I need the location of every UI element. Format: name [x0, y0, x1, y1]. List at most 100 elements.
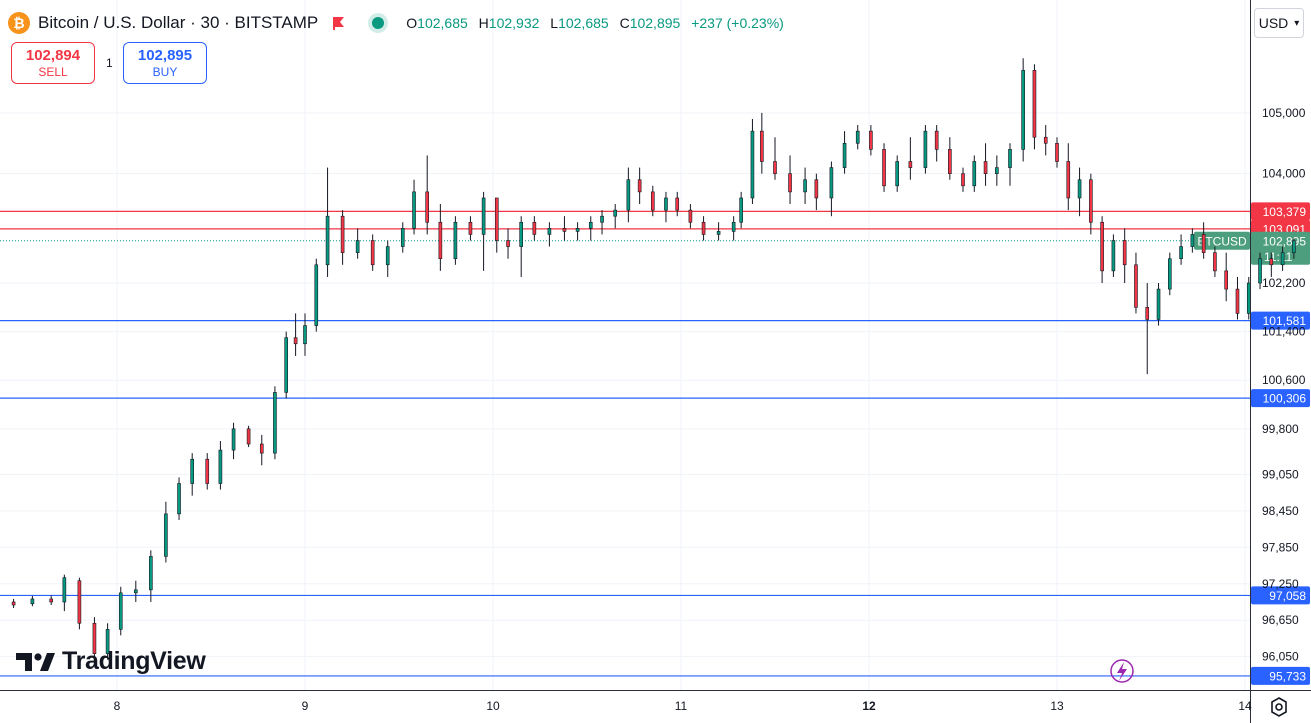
- marker-ring: [1110, 659, 1134, 683]
- candle-down: [1089, 179, 1093, 223]
- candle-up: [731, 221, 736, 232]
- candle-down: [882, 149, 886, 187]
- candle-up: [385, 246, 390, 266]
- candle-up: [547, 228, 552, 235]
- currency-label: USD: [1258, 15, 1289, 31]
- candle-up: [1292, 240, 1296, 253]
- sell-price: 102,894: [25, 47, 81, 64]
- candle-down: [1122, 240, 1127, 266]
- candle-down: [961, 173, 965, 187]
- tradingview-logo-icon: [16, 652, 55, 671]
- chart-settings-icon[interactable]: [1268, 696, 1290, 718]
- level-label-bg: [1251, 389, 1310, 408]
- y-tick-label: 99,050: [1262, 467, 1299, 481]
- candle-up: [626, 179, 631, 211]
- open-label: O: [406, 15, 418, 31]
- chart-header: ₿ Bitcoin / U.S. Dollar · 30 · BITSTAMP …: [8, 10, 791, 36]
- candle-up: [134, 589, 138, 594]
- candle-down: [1201, 234, 1206, 253]
- candle-up: [895, 161, 900, 187]
- lightning-marker-icon: [1110, 659, 1134, 683]
- candle-down: [788, 173, 792, 193]
- candle-down: [77, 580, 82, 624]
- candle-down: [934, 130, 939, 150]
- candle-up: [750, 130, 755, 199]
- level-label: 100,306: [1263, 392, 1307, 406]
- candle-up: [177, 483, 181, 515]
- candle-up: [164, 513, 168, 557]
- y-tick-label: 96,650: [1262, 613, 1299, 627]
- candle-down: [11, 601, 16, 606]
- market-open-icon: [372, 17, 385, 29]
- current-price-value: 102,895: [1263, 234, 1307, 248]
- bar-countdown: 11:11: [1264, 250, 1293, 264]
- candle-up: [412, 191, 416, 229]
- y-tick-label: 96,050: [1262, 650, 1299, 664]
- y-tick-label: 97,850: [1262, 540, 1299, 554]
- candle-down: [205, 458, 210, 484]
- currency-selector[interactable]: USD ▾: [1254, 8, 1304, 38]
- tradingview-watermark: TradingView: [16, 647, 206, 676]
- flag-icon[interactable]: [332, 16, 346, 30]
- ohlc-readout: O102,685 H102,932 L102,685 C102,895 +237…: [406, 15, 791, 31]
- candle-down: [1032, 70, 1037, 138]
- candle-down: [1235, 288, 1240, 314]
- sell-label: SELL: [38, 65, 68, 79]
- sell-button[interactable]: 102,894 SELL: [11, 42, 95, 84]
- candle-down: [562, 228, 567, 232]
- candle-down: [1145, 307, 1150, 320]
- candle-down: [701, 221, 706, 235]
- candle-up: [855, 130, 860, 144]
- candle-up: [190, 458, 194, 484]
- candle-up: [453, 221, 458, 260]
- marker-bolt: [1117, 662, 1127, 681]
- y-tick-label: 100,600: [1262, 373, 1306, 387]
- buy-price: 102,895: [137, 47, 193, 64]
- candle-down: [1224, 270, 1228, 290]
- symbol-tag-label: BTCUSD: [1197, 234, 1247, 248]
- candle-down: [1213, 252, 1217, 272]
- candle-up: [149, 556, 153, 591]
- candle-down: [1269, 258, 1274, 266]
- level-label: 97,058: [1269, 589, 1306, 603]
- candle-down: [1134, 264, 1138, 308]
- candle-up: [1168, 258, 1172, 290]
- candle-down: [1100, 221, 1104, 272]
- bitcoin-logo-icon: ₿: [8, 12, 30, 34]
- y-tick-label: 105,000: [1262, 106, 1306, 120]
- candle-up: [118, 592, 123, 630]
- x-tick-label: 11: [675, 699, 688, 713]
- candle-up: [273, 392, 277, 454]
- current-price-bg: [1251, 231, 1310, 265]
- candle-up: [314, 264, 319, 326]
- candle-up: [972, 161, 977, 187]
- candle-up: [1190, 234, 1195, 247]
- buy-button[interactable]: 102,895 BUY: [123, 42, 207, 84]
- candle-up: [218, 449, 223, 484]
- x-tick-label: 13: [1050, 699, 1064, 713]
- symbol-title[interactable]: Bitcoin / U.S. Dollar · 30 · BITSTAMP: [38, 13, 319, 32]
- close-value: 102,895: [629, 15, 681, 31]
- level-label: 101,581: [1263, 314, 1307, 328]
- candle-down: [293, 337, 298, 345]
- x-tick-label: 12: [862, 699, 876, 713]
- candle-up: [664, 197, 668, 211]
- x-tick-label: 14: [1238, 699, 1252, 713]
- y-tick-label: 102,200: [1262, 276, 1306, 290]
- candle-up: [62, 577, 67, 603]
- candle-up: [575, 228, 580, 232]
- candle-down: [637, 179, 642, 193]
- candle-up: [1008, 149, 1012, 168]
- change-value: +237 (+0.23%): [691, 15, 784, 31]
- candle-down: [259, 443, 264, 454]
- level-label: 103,379: [1263, 205, 1307, 219]
- candle-down: [494, 197, 499, 241]
- close-label: C: [619, 15, 630, 31]
- candle-down: [675, 197, 680, 211]
- tradingview-wordmark: TradingView: [62, 647, 206, 675]
- candle-down: [1066, 161, 1071, 199]
- candle-up: [1021, 70, 1025, 150]
- order-quantity[interactable]: 1: [106, 56, 113, 70]
